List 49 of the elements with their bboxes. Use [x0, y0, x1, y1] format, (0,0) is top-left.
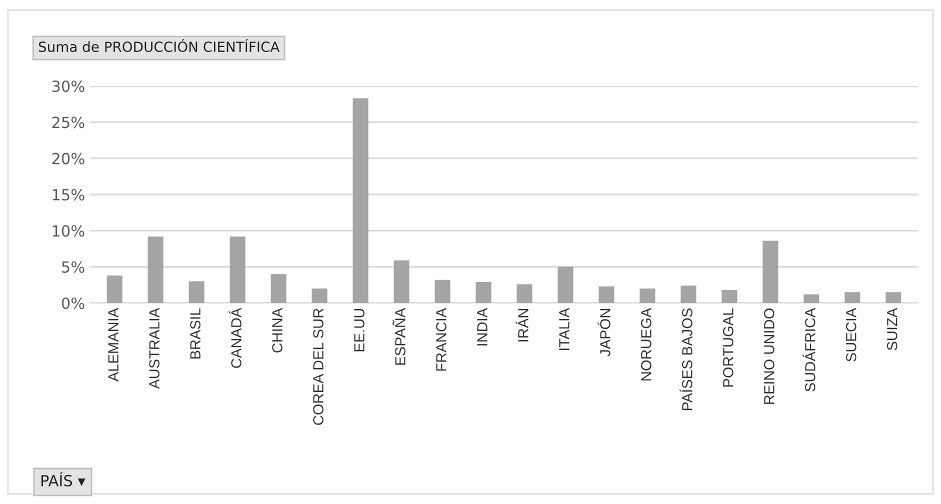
x-tick-label: FRANCIA [436, 308, 446, 371]
y-tick-label: 20% [52, 152, 84, 164]
bar [722, 290, 738, 303]
y-tick-label: 15% [52, 188, 84, 201]
x-tick-label: ESPAÑA [392, 308, 406, 365]
bar [106, 276, 122, 303]
chart-title: Suma de PRODUCCIÓN CIENTÍFICA [38, 38, 280, 52]
bar [394, 260, 410, 303]
x-tick-label: BRASIL [190, 308, 200, 359]
x-tick-label: NORUEGA [641, 308, 652, 380]
x-tick-label: EE.UU [354, 308, 364, 352]
x-tick-label: PORTUGAL [723, 308, 734, 387]
bar [270, 274, 286, 303]
y-tick-label: 10% [52, 225, 84, 237]
y-tick-label: 5% [62, 261, 84, 273]
y-tick-label: 0% [62, 297, 84, 310]
bar [804, 294, 820, 303]
bar [598, 286, 614, 303]
x-tick-label: SUECIA [846, 308, 856, 362]
x-tick-label: SUIZA [886, 308, 898, 350]
bar [680, 286, 696, 303]
x-tick-label: CHINA [272, 308, 282, 352]
x-tick-label: PAÍSES BAJOS [680, 308, 692, 410]
bar [230, 236, 246, 303]
y-tick-label: 30% [52, 80, 84, 92]
bar [516, 284, 532, 303]
bar [558, 266, 574, 303]
text: PAÍS ▾ [42, 472, 86, 486]
bar [886, 292, 902, 303]
x-tick-label: IRÁN [516, 309, 528, 342]
x-tick-label: INDIA [477, 308, 488, 346]
x-tick-label: AUSTRALIA [149, 308, 160, 389]
x-tick-label: REINO UNIDO [764, 308, 774, 404]
bar [312, 288, 328, 303]
bar [640, 288, 656, 303]
x-tick-label: CANADÁ [228, 308, 242, 368]
x-tick-label: COREA DEL SUR [313, 308, 324, 425]
bar [148, 236, 164, 303]
bar [434, 280, 450, 303]
y-tick-label: 25% [52, 116, 84, 128]
x-tick-label: JAPÓN [598, 309, 610, 356]
x-tick-label: SUDÁFRICA [802, 308, 816, 392]
bar [844, 292, 860, 303]
x-tick-label: ALEMANIA [108, 308, 118, 382]
bar [762, 240, 778, 303]
bar [352, 98, 368, 303]
bar [188, 281, 204, 303]
bar [476, 282, 492, 303]
x-tick-label: ITALIA [559, 308, 570, 350]
